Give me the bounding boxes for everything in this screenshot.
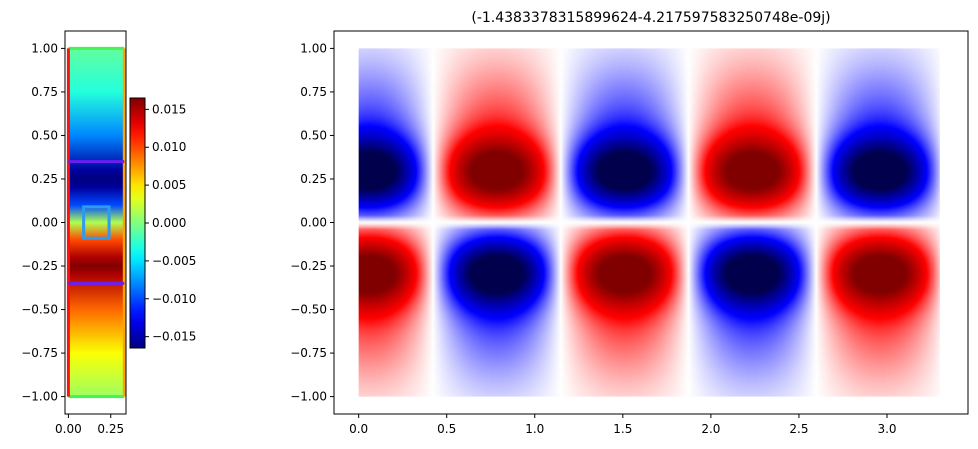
left-ytick-label: 0.75: [31, 85, 58, 99]
colorbar-tick-label: −0.005: [152, 254, 196, 268]
left-x-axis: 0.00 0.25: [55, 414, 124, 436]
left-ytick-label: −1.00: [21, 390, 58, 404]
right-ytick-label: 0.75: [300, 85, 327, 99]
colorbar-axis: 0.015 0.010 0.005 0.000 −0.005 −0.010 −0.015: [145, 102, 196, 344]
left-ytick-label: −0.50: [21, 303, 58, 317]
right-ytick-label: 0.00: [300, 216, 327, 230]
colorbar-tick-label: 0.015: [152, 102, 186, 116]
left-ytick-label: −0.75: [21, 346, 58, 360]
right-xtick-label: 0.0: [349, 422, 368, 436]
colorbar-gradient-bar: [129, 97, 146, 349]
colorbar-tick-label: 0.000: [152, 216, 186, 230]
right-ytick-label: −0.25: [290, 259, 327, 273]
left-y-axis: 1.00 0.75 0.50 0.25 0.00 −0.25 −0.50 −0.75 −1.00: [21, 41, 65, 404]
colorbar-tick-label: 0.010: [152, 140, 186, 154]
propagation-field-image: [358, 48, 940, 397]
right-x-axis: 0.0 0.5 1.0 1.5 2.0 2.5 3.0: [349, 414, 897, 436]
mode-field-image: [68, 48, 125, 397]
right-ytick-label: −0.50: [290, 303, 327, 317]
right-xtick-label: 0.5: [437, 422, 456, 436]
right-ytick-label: 0.25: [300, 172, 327, 186]
left-ytick-label: 1.00: [31, 41, 58, 55]
left-ytick-label: 0.00: [31, 216, 58, 230]
right-ytick-label: 0.50: [300, 128, 327, 142]
chart-title: (-1.4383378315899624-4.217597583250748e-…: [471, 10, 830, 26]
right-xtick-label: 1.0: [525, 422, 544, 436]
left-xtick-label: 0.00: [55, 422, 82, 436]
propagation-panel: 1.00 0.75 0.50 0.25 0.00 −0.25 −0.50 −0.75 −1.00…: [290, 10, 969, 436]
right-xtick-label: 2.5: [789, 422, 808, 436]
right-ytick-label: −1.00: [290, 390, 327, 404]
right-y-axis: 1.00 0.75 0.50 0.25 0.00 −0.25 −0.50 −0.75 −1.00: [290, 41, 334, 404]
left-xtick-label: 0.25: [97, 422, 124, 436]
mode-profile-panel: 1.00 0.75 0.50 0.25 0.00 −0.25 −0.50 −0.75 −1.00…: [21, 30, 127, 436]
center-box: [82, 205, 111, 240]
right-ytick-label: 1.00: [300, 41, 327, 55]
colorbar: 0.015 0.010 0.005 0.000 −0.005 −0.010 −0.015: [129, 97, 196, 349]
left-ytick-label: 0.50: [31, 128, 58, 142]
geometry-overlays: [66, 46, 126, 399]
right-ytick-label: −0.75: [290, 346, 327, 360]
left-ytick-label: 0.25: [31, 172, 58, 186]
colorbar-tick-label: −0.010: [152, 292, 196, 306]
right-xtick-label: 1.5: [613, 422, 632, 436]
colorbar-tick-label: 0.005: [152, 178, 186, 192]
left-ytick-label: −0.25: [21, 259, 58, 273]
right-xtick-label: 2.0: [701, 422, 720, 436]
right-xtick-label: 3.0: [877, 422, 896, 436]
colorbar-tick-label: −0.015: [152, 330, 196, 344]
